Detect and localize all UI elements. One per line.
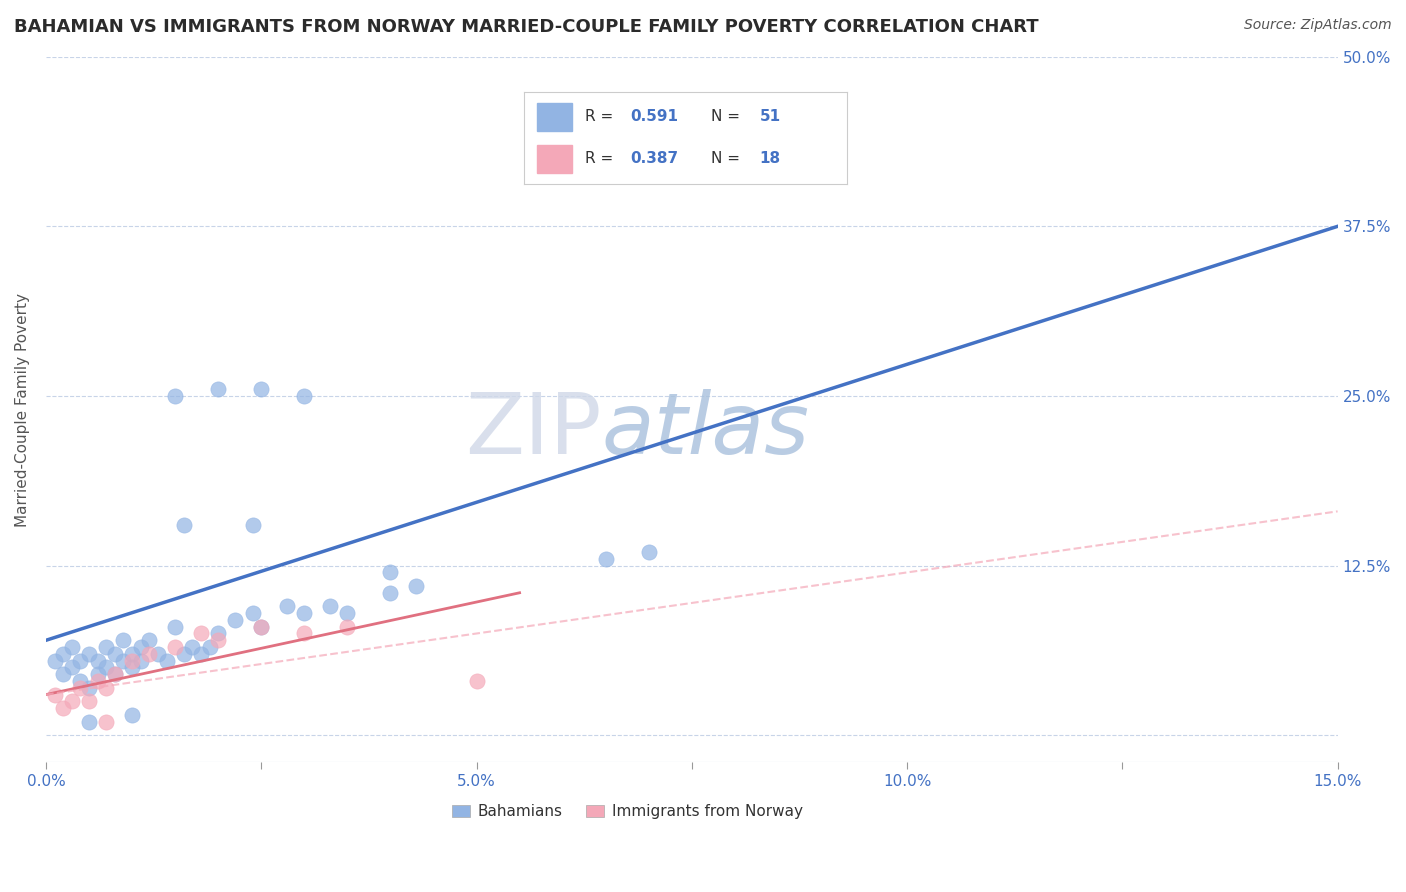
Point (405, 579, 427, 593)
Point (121, 660, 143, 674)
Text: ZIP: ZIP (465, 389, 602, 472)
Point (121, 654, 143, 668)
Point (121, 707, 143, 722)
Point (766, 158, 789, 172)
Point (319, 599, 342, 614)
Point (138, 633, 160, 648)
Point (380, 566, 402, 580)
Point (380, 586, 402, 600)
Point (336, 620, 359, 634)
Point (181, 640, 204, 654)
Point (173, 647, 195, 661)
Point (165, 389, 187, 403)
Point (465, 673, 488, 688)
Point (336, 606, 359, 620)
Point (52, 647, 75, 661)
Point (44, 688, 66, 702)
Point (207, 382, 229, 396)
Point (595, 552, 617, 566)
Point (224, 613, 246, 627)
Point (242, 517, 264, 532)
Point (52, 667, 75, 681)
Point (207, 626, 229, 640)
Text: BAHAMIAN VS IMMIGRANTS FROM NORWAY MARRIED-COUPLE FAMILY POVERTY CORRELATION CHA: BAHAMIAN VS IMMIGRANTS FROM NORWAY MARRI… (14, 18, 1039, 36)
Point (104, 667, 127, 681)
Point (112, 633, 135, 648)
Point (637, 545, 659, 559)
Point (69, 654, 91, 668)
Point (96, 660, 118, 674)
Point (96, 640, 118, 654)
Point (60, 694, 83, 708)
Point (129, 640, 152, 654)
Point (165, 620, 187, 634)
Point (96, 681, 118, 695)
Point (292, 389, 315, 403)
Point (250, 620, 273, 634)
Point (190, 647, 212, 661)
Point (44, 654, 66, 668)
Point (77, 694, 100, 708)
Point (104, 647, 127, 661)
Point (77, 681, 100, 695)
Point (250, 382, 273, 396)
Point (207, 633, 229, 648)
Point (165, 640, 187, 654)
Point (52, 701, 75, 715)
Point (173, 517, 195, 532)
Text: Source: ZipAtlas.com: Source: ZipAtlas.com (1244, 18, 1392, 32)
Point (86, 654, 108, 668)
Y-axis label: Married-Couple Family Poverty: Married-Couple Family Poverty (15, 293, 30, 526)
Legend: Bahamians, Immigrants from Norway: Bahamians, Immigrants from Norway (446, 798, 808, 825)
Point (96, 714, 118, 729)
Point (86, 667, 108, 681)
Point (276, 599, 298, 614)
Point (77, 647, 100, 661)
Point (77, 714, 100, 729)
Point (60, 640, 83, 654)
Point (112, 654, 135, 668)
Point (86, 673, 108, 688)
Point (129, 654, 152, 668)
Point (292, 606, 315, 620)
Point (146, 647, 169, 661)
Point (60, 660, 83, 674)
Point (69, 673, 91, 688)
Point (138, 647, 160, 661)
Text: atlas: atlas (602, 389, 810, 472)
Point (292, 626, 315, 640)
Point (121, 647, 143, 661)
Point (198, 640, 221, 654)
Point (242, 606, 264, 620)
Point (250, 620, 273, 634)
Point (69, 681, 91, 695)
Point (190, 626, 212, 640)
Point (155, 654, 177, 668)
Point (104, 667, 127, 681)
